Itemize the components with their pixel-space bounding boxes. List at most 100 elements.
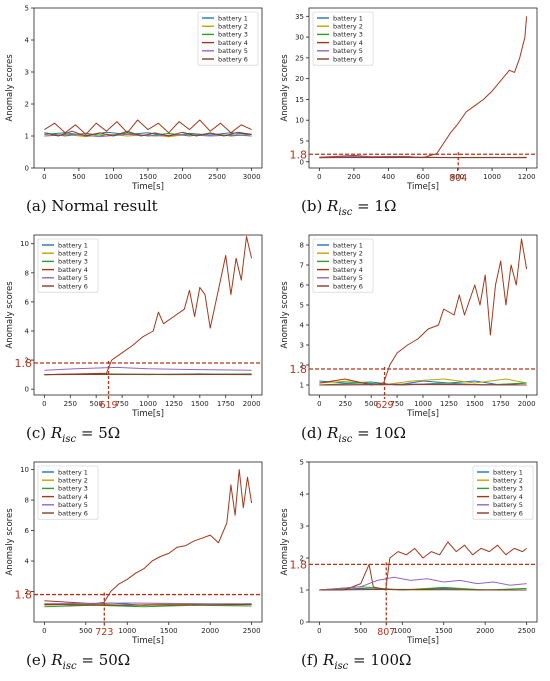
y-tick-label: 10 [20,240,29,248]
y-tick-label: 2 [300,555,304,563]
legend-entry: battery 2 [58,477,88,485]
caption-subscript: isc [338,434,353,445]
x-tick-label: 2500 [208,173,226,181]
chart-svg-f: 0 500 1000 1500 2000 2500 0 1 2 3 4 5 Time[s] Anomaly… [280,459,538,646]
x-tick-label: 500 [354,627,367,635]
y-tick-label: 5 [300,302,304,310]
caption-prefix: (f) [301,651,324,669]
x-axis-label: Time[s] [131,409,164,419]
chart-svg-d: 0 250 500 750 1000 1250 1500 1750 2000 1 2 3 4 5 6 7 8 Ti… [280,234,538,419]
y-tick-label: 1 [300,587,304,595]
legend-entry: battery 3 [58,258,88,266]
chart-caption: (c) Risc = 5Ω [26,424,120,445]
y-tick-label: 10 [20,466,29,474]
caption-prefix: (d) [301,424,328,442]
legend-entry: battery 6 [58,282,88,290]
caption-suffix: = 50Ω [76,651,131,669]
y-tick-label: 4 [300,322,305,330]
chart-svg-b: 0 200 400 600 800 1000 1200 0 5 10 15 20 25 30 35 Time[… [280,7,538,192]
series-line-battery-5 [44,602,252,605]
legend-entry: battery 4 [333,39,363,47]
x-tick-label: 500 [72,173,85,181]
detection-marker-label: 619 [99,400,117,411]
chart-svg-e: 0 500 1000 1500 2000 2500 2 4 6 8 10 Time[s] Anomaly… [5,461,263,646]
x-tick-label: 1500 [435,627,453,635]
x-tick-label: 250 [64,400,77,408]
plot-frame [308,461,538,623]
y-tick-label: 25 [295,54,304,62]
caption-resistance-symbol: R [50,424,63,442]
chart-svg-a: 0 500 1000 1500 2000 2500 3000 0 1 2 3 4 5 Time[s] Ano… [5,5,263,192]
chart-panel-f: 0 500 1000 1500 2000 2500 0 1 2 3 4 5 Time[s] Anomaly… [275,454,550,681]
y-tick-label: 5 [25,5,29,13]
legend-entry: battery 6 [58,509,88,517]
chart-svg-c: 0 250 500 750 1000 1250 1500 1750 2000 0 2 4 6 8 10 Tim… [5,234,263,419]
chart-caption: (e) Risc = 50Ω [26,651,130,672]
legend-entry: battery 3 [333,258,363,266]
y-tick-label: 8 [25,497,29,505]
x-tick-label: 1500 [466,400,484,408]
series-line-battery-6 [319,588,527,591]
legend-entry: battery 2 [493,477,523,485]
legend-entry: battery 2 [218,23,248,31]
y-tick-label: 5 [300,459,304,467]
x-tick-label: 2500 [518,627,536,635]
threshold-label: 1.8 [290,363,308,376]
series-line-battery-6 [44,130,252,137]
series-line-battery-4 [44,119,252,135]
legend-box [312,238,374,293]
legend-entry: battery 5 [218,47,248,55]
y-tick-label: 0 [300,158,304,166]
x-axis-label: Time[s] [131,182,164,192]
x-tick-label: 1000 [118,627,136,635]
x-axis-label: Time[s] [406,636,439,646]
series-line-battery-6 [44,604,252,606]
x-tick-label: 0 [317,400,321,408]
x-tick-label: 0 [42,627,46,635]
y-tick-label: 3 [300,523,304,531]
caption-subscript: isc [62,434,77,445]
series-line-battery-1 [319,380,527,386]
y-tick-label: 8 [300,242,304,250]
caption-subscript: isc [62,661,77,672]
legend-entry: battery 6 [333,55,363,63]
x-tick-label: 250 [339,400,352,408]
legend-box [37,238,99,293]
legend-entry: battery 3 [58,485,88,493]
series-line-battery-4 [319,238,528,386]
y-axis-label: Anomaly scores [280,281,290,349]
x-tick-label: 1500 [191,400,209,408]
chart-caption: (a) Normal result [26,197,158,215]
x-tick-label: 750 [115,400,128,408]
caption-suffix: = 10Ω [352,424,406,442]
detection-marker-label: 807 [377,627,395,638]
x-tick-label: 0 [42,173,46,181]
legend-box [197,11,259,66]
x-tick-label: 2000 [174,173,192,181]
x-tick-label: 1000 [139,400,157,408]
legend-entry: battery 3 [493,485,523,493]
plot-frame [33,461,263,623]
legend-box [472,465,534,520]
x-axis-label: Time[s] [406,409,439,419]
y-tick-label: 2 [25,588,29,596]
legend-box [37,465,99,520]
legend-entry: battery 1 [58,241,88,249]
x-tick-label: 1750 [217,400,235,408]
detection-marker-label: 804 [449,173,467,184]
x-tick-label: 1000 [414,400,432,408]
x-tick-label: 0 [317,627,321,635]
legend-entry: battery 1 [218,14,248,22]
y-axis-label: Anomaly scores [280,508,290,576]
legend-entry: battery 4 [58,493,88,501]
legend-entry: battery 6 [218,55,248,63]
y-tick-label: 10 [295,117,304,125]
y-tick-label: 8 [25,269,29,277]
y-tick-label: 3 [300,342,304,350]
y-tick-label: 6 [25,298,30,306]
x-tick-label: 800 [451,173,464,181]
y-tick-label: 4 [300,491,305,499]
legend-box [312,11,374,66]
legend-entry: battery 5 [333,274,363,282]
series-line-battery-4 [319,541,527,591]
